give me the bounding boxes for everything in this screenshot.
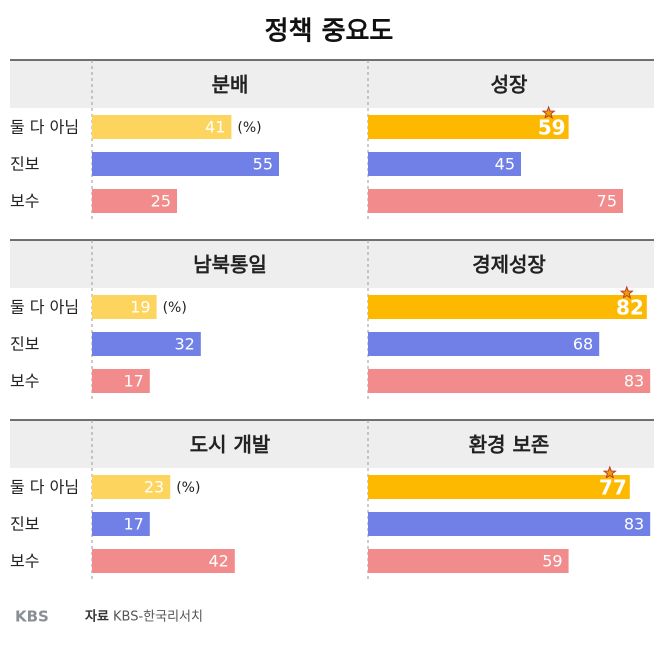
value-label: 59 xyxy=(538,116,566,140)
value-label: 59 xyxy=(542,552,562,571)
category-label: 둘 다 아님 xyxy=(10,118,79,137)
value-label: 23 xyxy=(144,478,164,497)
bar xyxy=(92,549,235,573)
bar xyxy=(368,512,651,536)
bar xyxy=(368,295,647,319)
category-label: 보수 xyxy=(10,372,39,391)
bar xyxy=(92,332,201,356)
bar xyxy=(368,549,569,573)
value-label: 17 xyxy=(123,372,143,391)
value-label: 19 xyxy=(130,298,150,317)
bar xyxy=(92,189,177,213)
source-text: KBS-한국리서치 xyxy=(113,610,203,625)
category-label: 둘 다 아님 xyxy=(10,478,79,497)
category-label: 보수 xyxy=(10,552,39,571)
title: 정책 중요도 xyxy=(265,17,394,47)
logo: KBS xyxy=(15,608,49,626)
star xyxy=(619,285,634,300)
bar xyxy=(92,512,150,536)
bar xyxy=(368,115,569,139)
bar xyxy=(92,369,150,393)
header-bg xyxy=(10,420,654,468)
value-label: 83 xyxy=(624,372,644,391)
value-label: 41 xyxy=(205,118,225,137)
bar xyxy=(368,369,651,393)
value-label: 75 xyxy=(597,192,617,211)
category-label: 보수 xyxy=(10,192,39,211)
value-label: 17 xyxy=(123,515,143,534)
value-label: 82 xyxy=(616,296,644,320)
value-label: 42 xyxy=(208,552,228,571)
header-bg xyxy=(10,240,654,288)
unit-label: (%) xyxy=(237,120,261,136)
bar xyxy=(92,152,279,176)
bar xyxy=(92,295,157,319)
bar xyxy=(92,115,232,139)
value-label: 32 xyxy=(174,335,194,354)
star xyxy=(602,465,617,480)
column-header: 성장 xyxy=(491,73,528,97)
value-label: 77 xyxy=(599,476,627,500)
unit-label: (%) xyxy=(163,300,187,316)
star xyxy=(541,105,556,120)
bar xyxy=(368,189,623,213)
column-header: 남북통일 xyxy=(193,253,267,277)
category-label: 둘 다 아님 xyxy=(10,298,79,317)
column-header: 경제성장 xyxy=(472,253,546,277)
column-header: 분배 xyxy=(212,73,249,97)
column-header: 환경 보존 xyxy=(469,433,550,457)
bar xyxy=(368,152,521,176)
category-label: 진보 xyxy=(10,335,39,354)
bar xyxy=(368,332,600,356)
source-label: 자료 xyxy=(85,610,109,625)
value-label: 55 xyxy=(253,155,273,174)
value-label: 68 xyxy=(573,335,593,354)
header-bg xyxy=(10,60,654,108)
unit-label: (%) xyxy=(176,480,200,496)
category-label: 진보 xyxy=(10,155,39,174)
bar xyxy=(368,475,630,499)
value-label: 45 xyxy=(495,155,515,174)
bar xyxy=(92,475,171,499)
column-header: 도시 개발 xyxy=(190,433,271,457)
value-label: 83 xyxy=(624,515,644,534)
category-label: 진보 xyxy=(10,515,39,534)
value-label: 25 xyxy=(151,192,171,211)
